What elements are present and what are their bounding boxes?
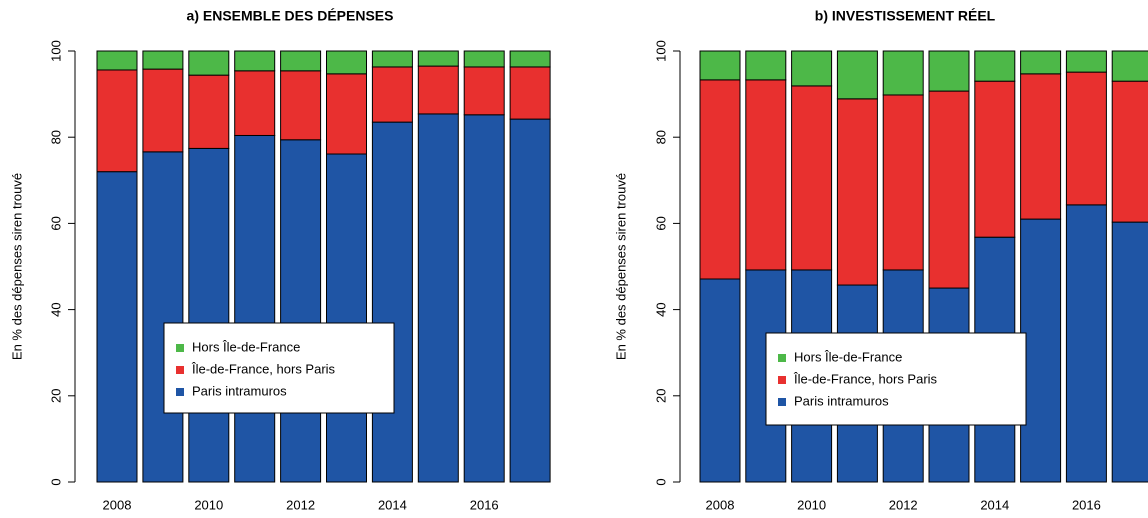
y-tick-label: 80 bbox=[48, 130, 63, 144]
y-axis-label: En % des dépenses siren trouvé bbox=[613, 173, 628, 360]
legend-swatch bbox=[176, 366, 184, 374]
bar-segment bbox=[509, 66, 551, 120]
bar-segment bbox=[96, 171, 138, 483]
x-tick-label: 2008 bbox=[706, 497, 735, 512]
x-tick-label: 2012 bbox=[889, 497, 918, 512]
bar-segment bbox=[417, 65, 459, 115]
bar-segment bbox=[96, 50, 138, 71]
y-tick-label: 20 bbox=[48, 389, 63, 403]
legend-label: Île-de-France, hors Paris bbox=[191, 361, 336, 376]
y-tick-label: 0 bbox=[653, 478, 668, 485]
bar-segment bbox=[142, 68, 184, 153]
x-tick-label: 2016 bbox=[1072, 497, 1101, 512]
bar-segment bbox=[280, 50, 322, 72]
x-tick-label: 2012 bbox=[286, 497, 315, 512]
legend: Hors Île-de-France Île-de-France, hors Pa… bbox=[765, 332, 1027, 426]
bar-segment bbox=[974, 80, 1016, 238]
x-tick-label: 2014 bbox=[980, 497, 1009, 512]
bar-segment bbox=[326, 73, 367, 155]
y-tick-label: 60 bbox=[48, 216, 63, 230]
bar-segment bbox=[509, 50, 551, 68]
bar-segment bbox=[509, 118, 551, 483]
y-tick-label: 80 bbox=[653, 130, 668, 144]
legend-swatch bbox=[176, 388, 184, 396]
bar-segment bbox=[142, 50, 184, 70]
legend-label: Hors Île-de-France bbox=[794, 349, 902, 364]
bar-segment bbox=[928, 90, 970, 289]
legend-swatch bbox=[176, 344, 184, 352]
legend: Hors Île-de-France Île-de-France, hors Pa… bbox=[163, 322, 395, 414]
bar-segment bbox=[1111, 221, 1148, 483]
bar-segment bbox=[371, 121, 413, 483]
x-tick-label: 2014 bbox=[378, 497, 407, 512]
bar-segment bbox=[417, 113, 459, 483]
x-tick-label: 2016 bbox=[470, 497, 499, 512]
bar-segment bbox=[96, 69, 138, 173]
legend-swatch bbox=[778, 376, 786, 384]
y-tick-label: 60 bbox=[653, 216, 668, 230]
y-tick-label: 0 bbox=[48, 478, 63, 485]
y-axis-label: En % des dépenses siren trouvé bbox=[9, 173, 24, 360]
x-tick-label: 2010 bbox=[194, 497, 223, 512]
bar-segment bbox=[699, 278, 741, 483]
bar-segment bbox=[188, 147, 230, 483]
bar-segment bbox=[1065, 50, 1107, 73]
y-tick-label: 40 bbox=[48, 302, 63, 316]
bar-segment bbox=[463, 66, 505, 116]
y-tick-label: 20 bbox=[653, 389, 668, 403]
bar-segment bbox=[280, 70, 322, 141]
bar-segment bbox=[1020, 50, 1062, 75]
legend-label: Paris intramuros bbox=[192, 383, 287, 398]
bar-segment bbox=[791, 85, 833, 271]
bar-segment bbox=[745, 79, 787, 271]
legend-box bbox=[765, 332, 1027, 426]
y-tick-label: 100 bbox=[48, 40, 63, 62]
bar-segment bbox=[371, 50, 413, 68]
y-tick-label: 40 bbox=[653, 302, 668, 316]
x-tick-label: 2010 bbox=[797, 497, 826, 512]
bar-segment bbox=[836, 98, 878, 286]
bar-segment bbox=[188, 74, 230, 149]
bar-segment bbox=[326, 153, 367, 483]
y-tick-label: 100 bbox=[653, 40, 668, 62]
bar-segment bbox=[791, 50, 833, 87]
bar-segment bbox=[836, 50, 878, 100]
bar-segment bbox=[234, 50, 276, 72]
bar-segment bbox=[882, 50, 924, 96]
bar-segment bbox=[234, 70, 276, 136]
bar-segment bbox=[280, 139, 322, 483]
bar-segment bbox=[745, 50, 787, 81]
bar-segment bbox=[188, 50, 230, 76]
bar-segment bbox=[326, 50, 367, 75]
bar-segment bbox=[463, 114, 505, 483]
bar-segment bbox=[928, 50, 970, 92]
bar-segment bbox=[882, 94, 924, 271]
bar-segment bbox=[1065, 71, 1107, 206]
bar-segment bbox=[699, 79, 741, 280]
bar-segment bbox=[1020, 218, 1062, 483]
legend-label: Hors Île-de-France bbox=[192, 339, 300, 354]
bar-segment bbox=[1065, 204, 1107, 483]
bar-segment bbox=[1020, 73, 1062, 220]
bar-segment bbox=[417, 50, 459, 67]
bar-segment bbox=[371, 66, 413, 123]
legend-box bbox=[163, 322, 395, 414]
legend-label: Île-de-France, hors Paris bbox=[793, 371, 938, 386]
bar-segment bbox=[142, 151, 184, 483]
bar-segment bbox=[974, 50, 1016, 82]
legend-swatch bbox=[778, 354, 786, 362]
x-tick-label: 2008 bbox=[103, 497, 132, 512]
chart-title: a) ENSEMBLE DES DÉPENSES bbox=[187, 8, 394, 24]
bar-segment bbox=[234, 134, 276, 483]
bar-segment bbox=[1111, 50, 1148, 82]
bar-segment bbox=[463, 50, 505, 68]
bar-segment bbox=[699, 50, 741, 81]
bar-segment bbox=[1111, 80, 1148, 223]
legend-label: Paris intramuros bbox=[794, 393, 889, 408]
legend-swatch bbox=[778, 398, 786, 406]
chart-title: b) INVESTISSEMENT RÉEL bbox=[815, 8, 996, 24]
